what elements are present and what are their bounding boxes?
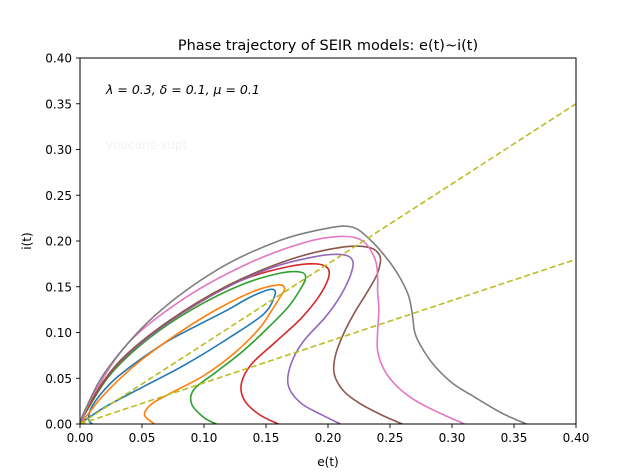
y-tick-label: 0.40: [45, 52, 72, 66]
y-axis-label: i(t): [20, 232, 34, 249]
reference-line-2: [80, 258, 576, 424]
y-tick-label: 0.30: [45, 143, 72, 157]
y-tick-label: 0.05: [45, 372, 72, 386]
x-tick-label: 0.40: [563, 431, 590, 445]
trajectory-line-5: [80, 253, 355, 424]
x-tick-label: 0.05: [129, 431, 156, 445]
x-tick-label: 0.20: [315, 431, 342, 445]
y-tick-label: 0.00: [45, 418, 72, 432]
trajectory-line-3: [80, 270, 307, 424]
y-tick-label: 0.25: [45, 189, 72, 203]
plot-area: [80, 58, 576, 424]
parameter-annotation: λ = 0.3, δ = 0.1, μ = 0.1: [105, 82, 260, 97]
plot-marks: [80, 103, 576, 424]
axes: 0.00 0.05 0.10 0.15 0.20 0.25 0.30 0.35 0.40 0.00…: [45, 52, 589, 446]
y-tick-label: 0.15: [45, 280, 72, 294]
trajectory-line-1: [80, 288, 277, 424]
x-tick-label: 0.35: [501, 431, 528, 445]
x-tick-label: 0.00: [67, 431, 94, 445]
x-axis-label: e(t): [317, 455, 338, 469]
y-tick-label: 0.10: [45, 326, 72, 340]
y-tick-label: 0.35: [45, 97, 72, 111]
x-tick-label: 0.30: [439, 431, 466, 445]
x-tick-label: 0.15: [253, 431, 280, 445]
y-tick-label: 0.20: [45, 235, 72, 249]
x-tick-label: 0.10: [191, 431, 218, 445]
watermark-text: youcans-xupt: [106, 138, 188, 152]
trajectory-line-7: [80, 235, 465, 424]
x-tick-label: 0.25: [377, 431, 404, 445]
chart-title: Phase trajectory of SEIR models: e(t)~i(…: [178, 38, 478, 54]
trajectory-line-8: [80, 225, 527, 424]
